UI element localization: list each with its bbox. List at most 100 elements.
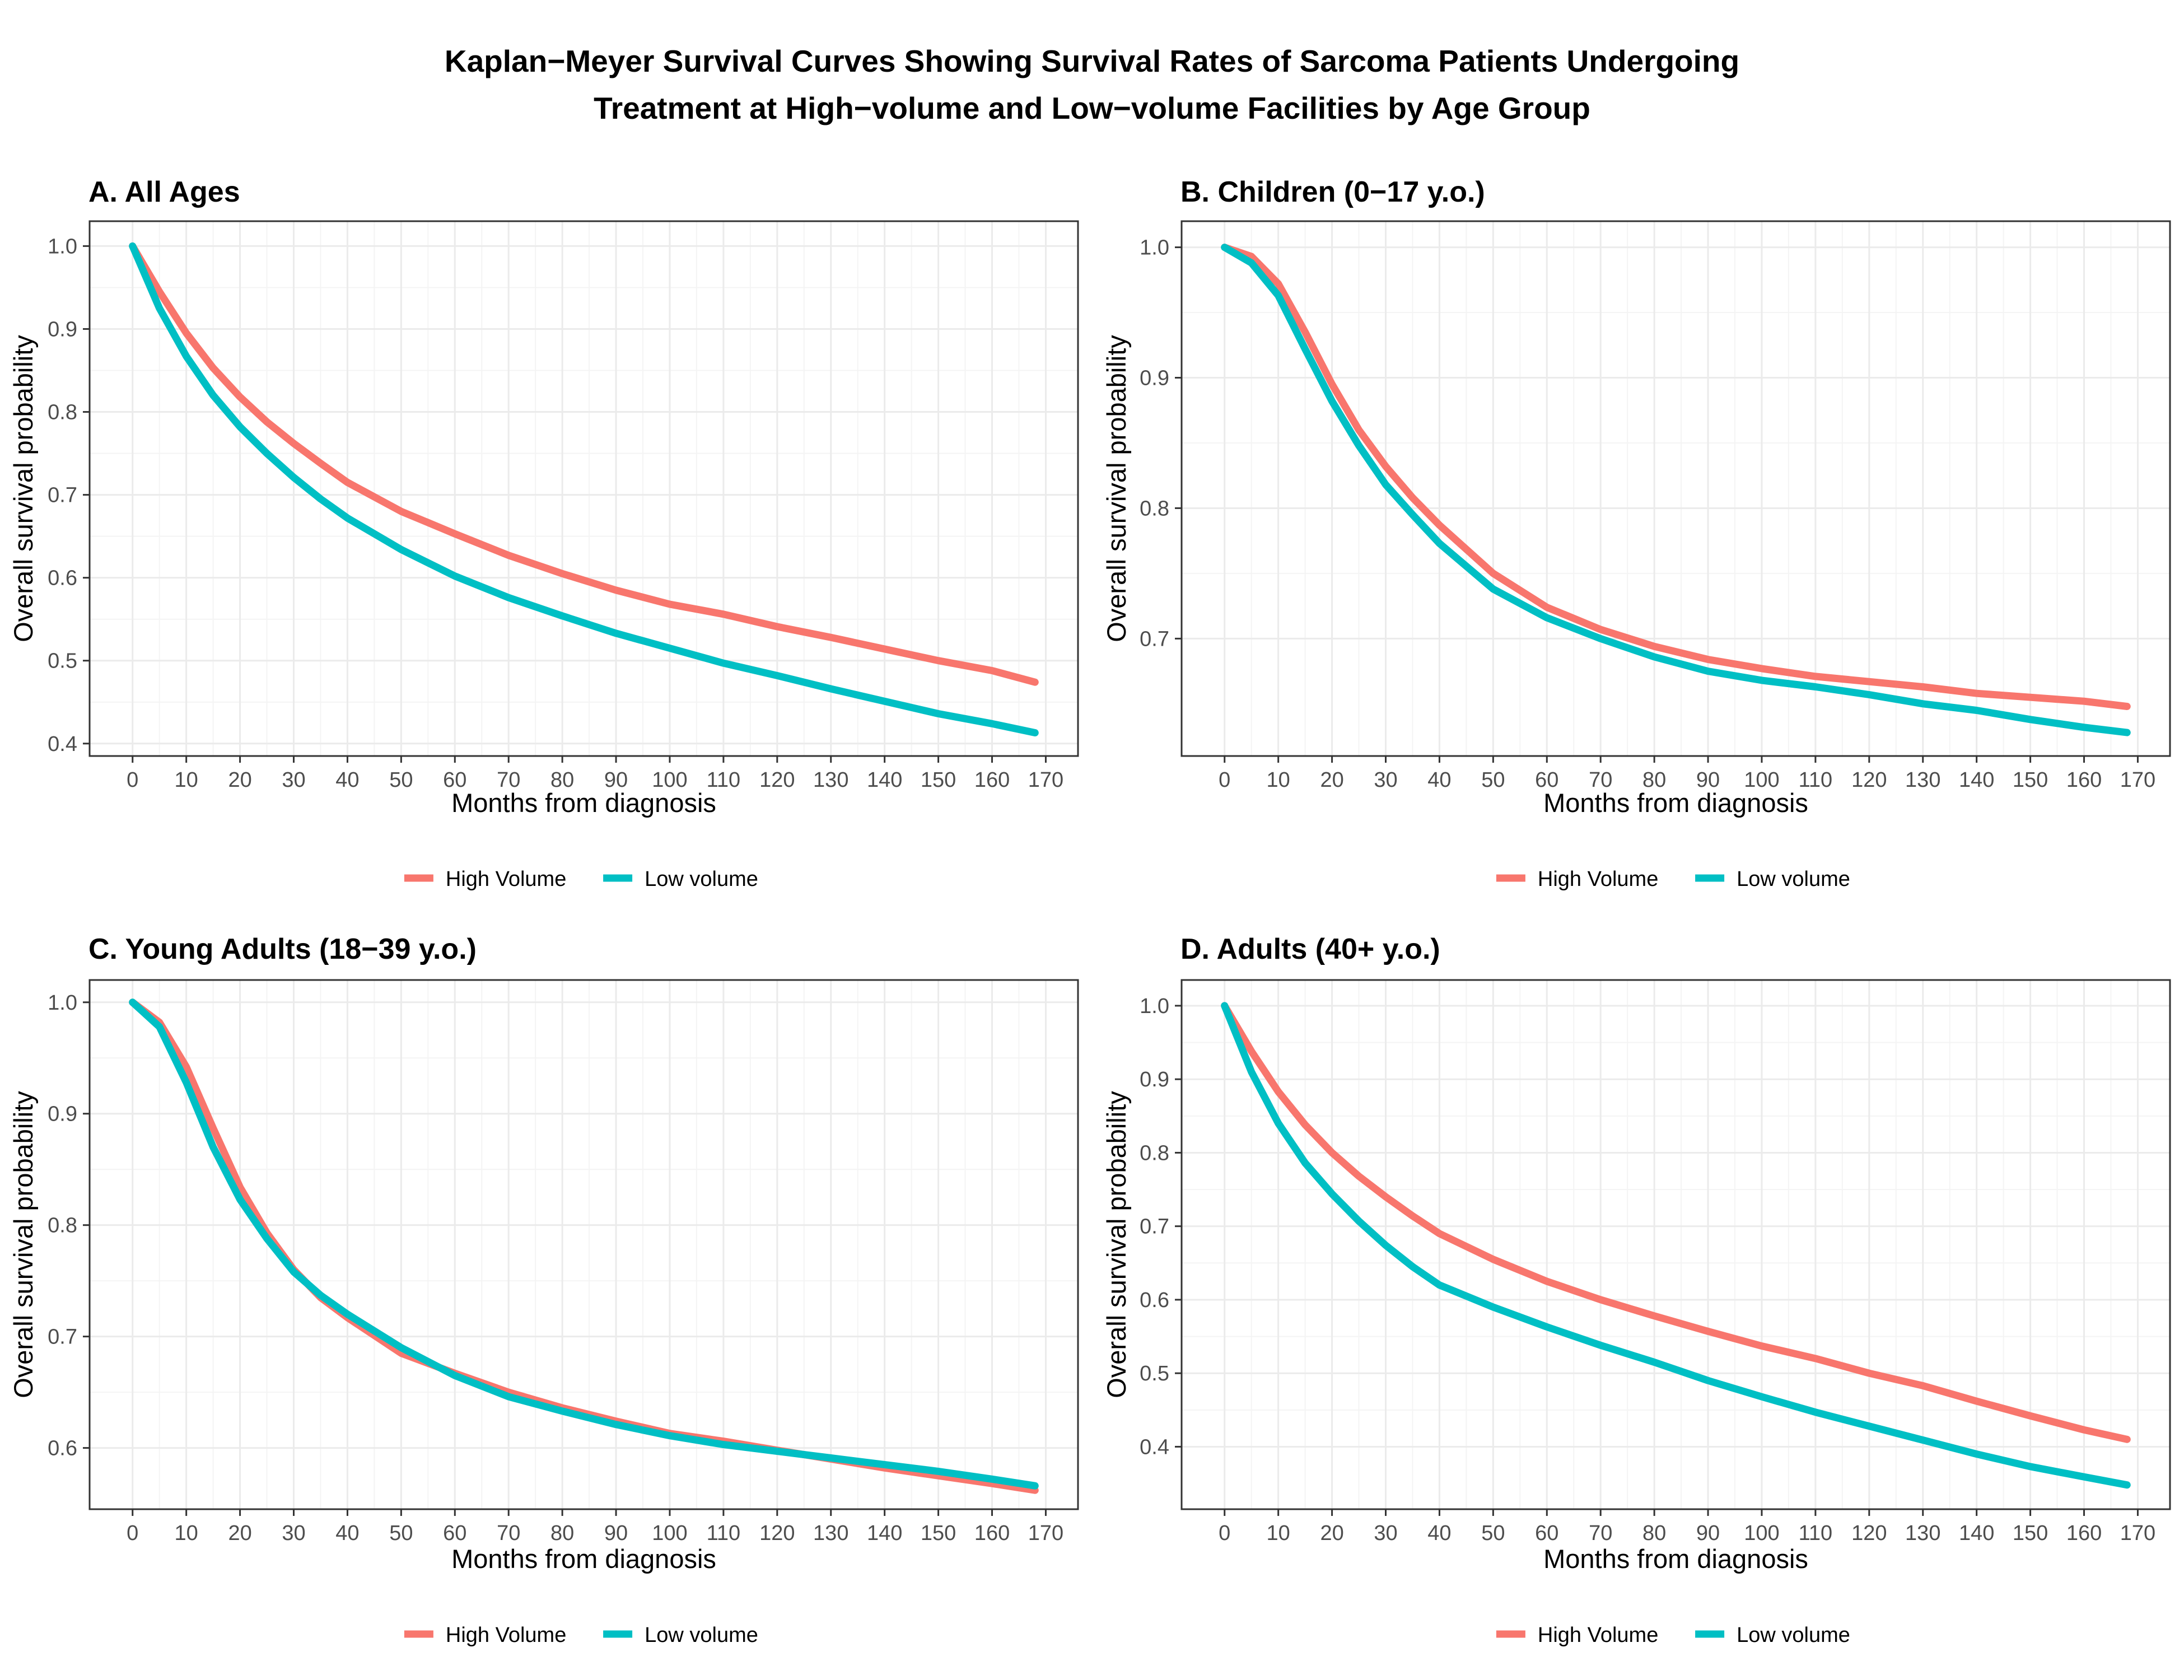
y-tick-label: 0.7 — [1140, 1215, 1169, 1239]
panel-b: 0 10 20 30 40 50 60 70 80 90 100 110 120 130 140 150 160… — [1102, 176, 2171, 891]
y-tick-label: 0.8 — [48, 401, 77, 424]
x-tick-label: 150 — [921, 1522, 956, 1545]
y-tick-label: 1.0 — [48, 991, 77, 1015]
x-tick-label: 70 — [497, 768, 520, 792]
panel-background — [90, 980, 1078, 1509]
x-tick-label: 70 — [1589, 768, 1612, 792]
x-tick-label: 10 — [1267, 768, 1290, 792]
x-tick-label: 20 — [228, 1522, 251, 1545]
x-tick-label: 120 — [1851, 1522, 1887, 1545]
high-volume-curve — [1221, 1002, 2131, 1443]
legend: High Volume Low volume — [1496, 867, 1850, 891]
x-tick-label: 50 — [1481, 1522, 1505, 1545]
y-axis-title: Overall survival probability — [1102, 335, 1131, 642]
y-tick-label: 0.4 — [48, 732, 77, 756]
x-tick-label: 20 — [1320, 768, 1343, 792]
low-volume-curve — [129, 242, 1039, 736]
y-tick-label: 1.0 — [48, 235, 77, 258]
x-tick-label: 110 — [1799, 1522, 1833, 1545]
y-tick-label: 0.9 — [48, 318, 77, 341]
panel-border — [88, 220, 1079, 757]
x-tick-label: 100 — [652, 768, 687, 792]
x-tick-label: 100 — [652, 1522, 687, 1545]
y-axis-title: Overall survival probability — [8, 335, 38, 642]
x-tick-label: 70 — [1589, 1522, 1612, 1545]
panel-background — [90, 221, 1078, 756]
x-tick-label: 60 — [1535, 1522, 1558, 1545]
x-tick-label: 110 — [1799, 768, 1833, 792]
y-tick-label: 0.6 — [48, 1437, 77, 1460]
legend-label-high-volume: High Volume — [1538, 1623, 1658, 1647]
panel-border — [1180, 220, 2171, 757]
y-tick-label: 0.9 — [48, 1103, 77, 1126]
x-tick-label: 150 — [921, 768, 956, 792]
x-tick-label: 30 — [1374, 1522, 1397, 1545]
legend-label-high-volume: High Volume — [1538, 867, 1658, 891]
x-tick-label: 40 — [335, 768, 359, 792]
legend-label-low-volume: Low volume — [645, 867, 758, 891]
x-tick-label: 100 — [1744, 768, 1779, 792]
x-tick-label: 160 — [974, 768, 1010, 792]
panel-title: D. Adults (40+ y.o.) — [1180, 933, 1440, 965]
y-tick-label: 0.9 — [1140, 367, 1169, 390]
x-tick-label: 130 — [1905, 1522, 1940, 1545]
x-tick-label: 160 — [974, 1522, 1010, 1545]
y-tick-label: 0.6 — [1140, 1289, 1169, 1312]
x-tick-label: 160 — [2066, 768, 2102, 792]
low-volume-curve — [129, 998, 1039, 1490]
x-tick-label: 0 — [127, 1522, 138, 1545]
x-tick-label: 10 — [175, 1522, 198, 1545]
panel-c: 0 10 20 30 40 50 60 70 80 90 100 110 120 130 140 150 160… — [8, 933, 1079, 1647]
x-tick-label: 110 — [707, 1522, 741, 1545]
x-tick-label: 170 — [1028, 1522, 1063, 1545]
panel-background — [1182, 221, 2170, 756]
x-tick-label: 40 — [335, 1522, 359, 1545]
x-tick-label: 30 — [282, 768, 305, 792]
y-tick-label: 0.4 — [1140, 1435, 1169, 1459]
x-tick-label: 120 — [759, 1522, 795, 1545]
x-axis-title: Months from diagnosis — [451, 1544, 716, 1574]
x-tick-label: 20 — [1320, 1522, 1343, 1545]
x-tick-label: 140 — [1959, 768, 1994, 792]
legend-label-low-volume: Low volume — [1737, 1623, 1850, 1647]
legend: High Volume Low volume — [1496, 1623, 1850, 1647]
low-volume-curve — [1221, 1002, 2131, 1489]
x-tick-label: 80 — [1642, 768, 1666, 792]
x-tick-label: 170 — [2120, 768, 2155, 792]
x-tick-label: 30 — [1374, 768, 1397, 792]
panel-title: B. Children (0−17 y.o.) — [1180, 176, 1485, 208]
x-tick-label: 120 — [759, 768, 795, 792]
x-axis-title: Months from diagnosis — [1543, 1544, 1808, 1574]
x-tick-label: 60 — [443, 768, 466, 792]
x-tick-label: 140 — [867, 1522, 902, 1545]
x-tick-label: 160 — [2066, 1522, 2102, 1545]
y-tick-label: 0.9 — [1140, 1068, 1169, 1091]
x-tick-label: 140 — [1959, 1522, 1994, 1545]
x-tick-label: 90 — [1696, 1522, 1720, 1545]
panel-a: 0 10 20 30 40 50 60 70 80 90 100 110 120 130 140 150 160… — [8, 176, 1079, 891]
legend: High Volume Low volume — [404, 1623, 758, 1647]
x-tick-label: 50 — [389, 768, 413, 792]
legend-label-high-volume: High Volume — [446, 1623, 566, 1647]
legend-label-low-volume: Low volume — [1737, 867, 1850, 891]
x-tick-label: 90 — [1696, 768, 1720, 792]
x-tick-label: 0 — [1219, 1522, 1230, 1545]
x-tick-label: 170 — [1028, 768, 1063, 792]
y-axis-title: Overall survival probability — [1102, 1091, 1131, 1398]
y-tick-label: 0.7 — [48, 1326, 77, 1349]
legend-label-low-volume: Low volume — [645, 1623, 758, 1647]
panel-border — [88, 979, 1079, 1510]
x-tick-label: 10 — [1267, 1522, 1290, 1545]
x-tick-label: 0 — [127, 768, 138, 792]
x-tick-label: 50 — [389, 1522, 413, 1545]
x-axis-title: Months from diagnosis — [451, 788, 716, 818]
x-tick-label: 130 — [813, 768, 848, 792]
y-tick-label: 0.8 — [1140, 1141, 1169, 1165]
x-tick-label: 130 — [1905, 768, 1940, 792]
y-tick-label: 0.6 — [48, 567, 77, 590]
x-axis-title: Months from diagnosis — [1543, 788, 1808, 818]
x-tick-label: 40 — [1427, 768, 1451, 792]
figure-title-line-1: Kaplan−Meyer Survival Curves Showing Sur… — [445, 44, 1739, 78]
y-axis-title: Overall survival probability — [8, 1091, 38, 1398]
x-tick-label: 80 — [550, 768, 574, 792]
